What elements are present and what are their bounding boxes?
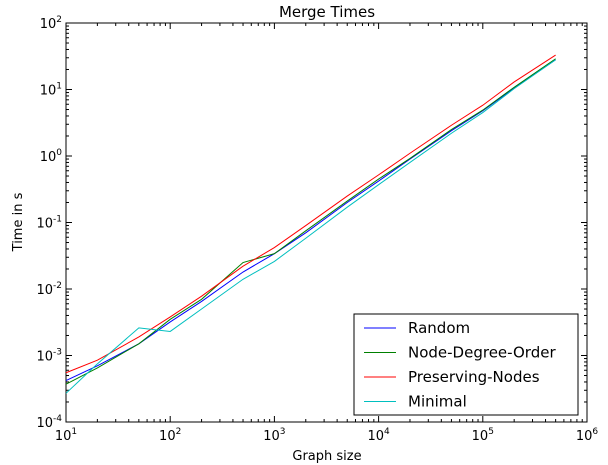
series-line-random <box>65 59 556 382</box>
y-axis-label: Time in s <box>11 192 26 252</box>
series-line-minimal <box>65 59 556 394</box>
x-tick-label: 101 <box>55 427 77 444</box>
y-tick-label: 101 <box>40 82 62 99</box>
legend-box <box>353 313 579 416</box>
legend: Random Node-Degree-Order Preserving-Nodes M… <box>353 313 579 416</box>
series-lines <box>65 54 556 394</box>
y-tick-label: 10-1 <box>36 215 62 232</box>
x-tick-label: 102 <box>159 427 181 444</box>
series-line-node-degree-order <box>65 58 556 385</box>
x-axis-label: Graph size <box>292 449 361 464</box>
x-tick-label: 103 <box>263 427 285 444</box>
y-tick-label: 10-4 <box>36 414 62 431</box>
y-tick-label: 100 <box>40 148 63 165</box>
legend-label-minimal: Minimal <box>408 393 467 411</box>
legend-label-node-degree-order: Node-Degree-Order <box>408 344 556 362</box>
series-line-preserving-nodes <box>65 54 556 374</box>
legend-label-preserving-nodes: Preserving-Nodes <box>408 368 540 386</box>
y-tick-label: 10-3 <box>36 348 62 365</box>
chart-title: Merge Times <box>279 3 375 21</box>
y-tick-label: 102 <box>40 15 62 32</box>
y-tick-label: 10-2 <box>36 281 62 298</box>
x-tick-label: 105 <box>472 427 494 444</box>
axis-ticks <box>65 22 588 423</box>
x-tick-label: 106 <box>576 427 599 444</box>
x-tick-label: 104 <box>367 427 390 444</box>
tick-labels: 101 102 103 104 105 106 10-4 10-3 10-2 10-1 100 101… <box>36 15 598 444</box>
legend-label-random: Random <box>408 319 470 337</box>
